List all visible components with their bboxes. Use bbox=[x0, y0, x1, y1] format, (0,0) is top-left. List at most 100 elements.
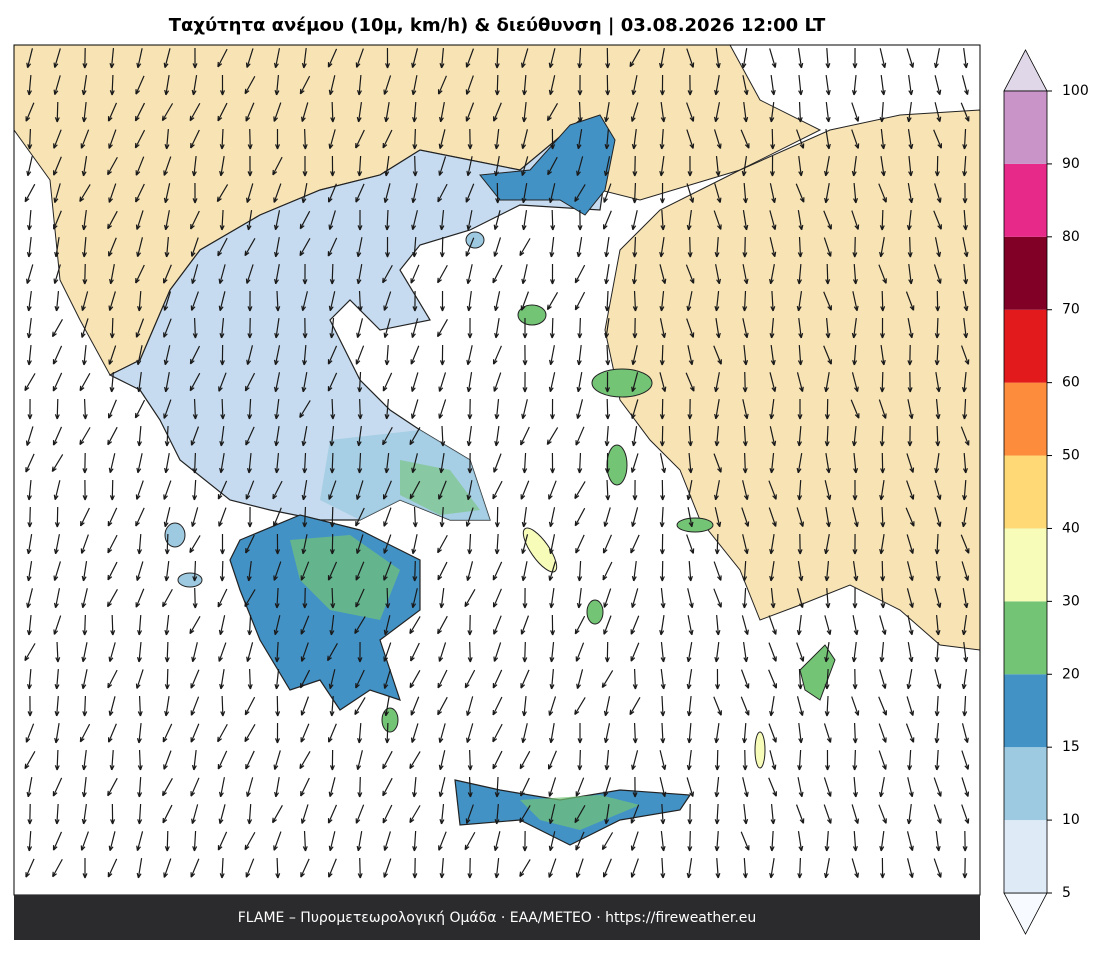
wind-arrow bbox=[659, 777, 667, 798]
wind-arrow bbox=[851, 425, 857, 447]
wind-arrow bbox=[438, 831, 447, 851]
wind-arrow bbox=[907, 777, 914, 798]
wind-arrow bbox=[961, 345, 970, 365]
wind-arrow bbox=[880, 290, 886, 312]
wind-arrow bbox=[54, 506, 60, 528]
wind-arrow bbox=[356, 831, 363, 852]
wind-arrow bbox=[852, 263, 858, 285]
wind-arrow bbox=[247, 803, 253, 825]
wind-arrow bbox=[659, 398, 665, 420]
wind-arrow bbox=[714, 236, 720, 258]
wind-arrow bbox=[164, 128, 170, 150]
wind-arrow bbox=[328, 858, 337, 878]
wind-arrow bbox=[632, 479, 638, 501]
wind-arrow bbox=[355, 507, 365, 527]
wind-arrow bbox=[907, 615, 914, 636]
wind-arrow bbox=[933, 48, 940, 69]
wind-arrow bbox=[548, 534, 556, 555]
wind-arrow bbox=[548, 183, 556, 204]
wind-arrow bbox=[135, 588, 145, 608]
wind-arrow bbox=[550, 209, 556, 231]
colorbar-segment bbox=[1004, 674, 1047, 748]
wind-arrow bbox=[357, 371, 363, 393]
wind-arrow bbox=[576, 588, 582, 609]
wind-arrow bbox=[963, 263, 969, 285]
wind-arrow bbox=[439, 102, 445, 123]
wind-arrow bbox=[660, 587, 666, 609]
wind-arrow bbox=[522, 344, 528, 366]
wind-arrow bbox=[797, 831, 804, 852]
wind-arrow bbox=[851, 372, 859, 393]
wind-arrow bbox=[631, 372, 639, 393]
wind-arrow bbox=[604, 128, 610, 150]
wind-arrow bbox=[329, 263, 335, 285]
wind-arrow bbox=[659, 453, 667, 474]
wind-arrow bbox=[81, 776, 87, 798]
wind-arrow bbox=[219, 669, 225, 690]
colorbar-tick-label: 50 bbox=[1062, 448, 1080, 464]
wind-arrow bbox=[384, 696, 390, 717]
wind-arrow bbox=[659, 128, 665, 150]
wind-arrow bbox=[464, 669, 476, 689]
wind-arrow bbox=[412, 290, 418, 312]
wind-arrow bbox=[659, 290, 665, 312]
wind-arrow bbox=[53, 561, 62, 581]
wind-arrow bbox=[548, 777, 557, 797]
wind-arrow bbox=[53, 183, 61, 203]
wind-arrow bbox=[328, 777, 336, 798]
wind-arrow bbox=[715, 155, 721, 177]
wind-arrow bbox=[410, 264, 420, 284]
wind-arrow bbox=[659, 264, 667, 285]
wind-arrow bbox=[824, 830, 830, 852]
wind-arrow bbox=[191, 75, 198, 96]
wind-arrow bbox=[53, 588, 61, 609]
wind-arrow bbox=[574, 264, 586, 284]
wind-arrow bbox=[412, 830, 418, 852]
wind-arrow bbox=[410, 696, 420, 716]
colorbar: 5 10 15 20 30 40 50 60 70 80 90 100 bbox=[1003, 49, 1089, 935]
wind-arrow bbox=[521, 561, 528, 582]
wind-arrow bbox=[217, 102, 228, 122]
wind-arrow bbox=[741, 48, 748, 69]
wind-arrow bbox=[107, 507, 118, 527]
colorbar-frame bbox=[1003, 90, 1048, 894]
wind-arrow bbox=[961, 615, 968, 636]
wind-arrow bbox=[382, 480, 392, 500]
wind-arrow bbox=[880, 128, 886, 150]
wind-arrow bbox=[603, 183, 612, 203]
wind-arrow bbox=[54, 398, 60, 420]
colorbar-segment bbox=[1004, 455, 1047, 529]
wind-arrow bbox=[247, 668, 253, 690]
wind-arrow bbox=[300, 723, 310, 743]
wind-arrow bbox=[493, 642, 502, 662]
wind-arrow bbox=[79, 723, 91, 743]
wind-arrow bbox=[246, 777, 254, 798]
wind-arrow bbox=[191, 749, 197, 771]
wind-arrow bbox=[108, 183, 117, 203]
wind-arrow bbox=[576, 399, 584, 420]
wind-arrow bbox=[660, 641, 666, 663]
wind-arrow bbox=[300, 696, 309, 716]
wind-arrow bbox=[26, 534, 33, 555]
wind-arrow bbox=[907, 399, 914, 420]
wind-arrow bbox=[355, 129, 365, 149]
wind-arrow bbox=[603, 210, 612, 230]
wind-arrow bbox=[494, 803, 500, 825]
wind-arrow bbox=[604, 452, 610, 474]
wind-arrow bbox=[825, 263, 831, 285]
wind-arrow bbox=[880, 560, 886, 582]
wind-arrow bbox=[439, 506, 445, 528]
wind-arrow bbox=[797, 668, 803, 690]
wind-arrow bbox=[163, 750, 172, 770]
wind-arrow bbox=[852, 668, 858, 690]
wind-arrow bbox=[961, 75, 969, 96]
wind-arrow bbox=[137, 749, 143, 771]
wind-arrow bbox=[220, 695, 226, 717]
wind-arrow bbox=[274, 641, 280, 663]
wind-arrow bbox=[192, 452, 198, 474]
wind-arrow bbox=[327, 372, 338, 392]
wind-arrow bbox=[190, 210, 200, 230]
colorbar-tick-label: 20 bbox=[1062, 666, 1080, 682]
wind-arrow bbox=[962, 479, 968, 501]
